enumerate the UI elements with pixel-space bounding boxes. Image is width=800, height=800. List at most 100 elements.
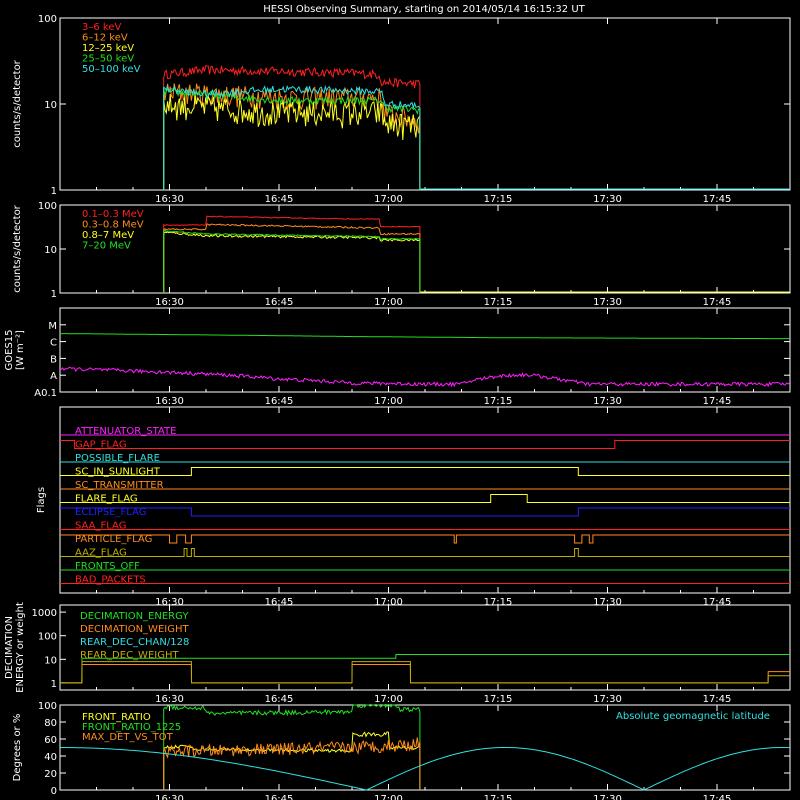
ratios-legend-entry: MAX_DET_VS_TOT [82, 732, 174, 743]
decimation-ytick-label: 100 [38, 632, 57, 643]
high_energy-ytick-label: 100 [38, 201, 57, 212]
high_energy-series-line [163, 215, 421, 293]
ratios-legend-entry: FRONT_RATIO_1225 [82, 722, 181, 733]
low_energy-series-line [163, 88, 421, 190]
ratios-series-line [163, 703, 421, 790]
low_energy-xtick-label: 16:30 [155, 194, 184, 205]
flags-row-line [60, 440, 790, 449]
high_energy-xtick-label: 17:15 [484, 297, 513, 308]
low_energy-xtick-label: 17:00 [374, 194, 403, 205]
high_energy-xtick-label: 17:00 [374, 297, 403, 308]
high_energy-series-line [163, 229, 421, 293]
low_energy-xtick-label: 16:45 [265, 194, 294, 205]
decimation-xtick-label: 17:30 [593, 694, 622, 705]
decimation-panel: 16:30 16:45 17:00 17:15 17:30 17:45 1 10 100 1000… [4, 602, 791, 705]
ratios-xtick-label: 17:00 [374, 794, 403, 800]
ratios-annotation: Absolute geomagnetic latitude [616, 711, 770, 722]
decimation-ytick-label: 1 [51, 679, 57, 690]
flags-row-label: AAZ_FLAG [75, 548, 127, 559]
decimation-ylabel: DECIMATION [4, 616, 15, 679]
flags-row-label: PARTICLE_FLAG [75, 534, 152, 545]
low_energy-series-line [163, 83, 421, 190]
decimation-xtick-label: 17:15 [484, 694, 513, 705]
flags-row-label: SAA_FLAG [75, 521, 126, 532]
high_energy-series-line [163, 223, 421, 293]
decimation-legend-entry: DECIMATION_ENERGY [80, 611, 189, 622]
flags-row-line [60, 507, 790, 517]
low_energy-series-line [163, 65, 421, 190]
flags-xtick-label: 16:45 [265, 597, 294, 608]
low_energy-xtick-label: 17:15 [484, 194, 513, 205]
goes-ytick-label: C [50, 338, 57, 349]
goes-xtick-label: 17:00 [374, 396, 403, 407]
low_energy-legend-entry: 50–100 keV [82, 64, 141, 75]
decimation-ytick-label: 10 [44, 655, 57, 666]
ratios-ytick-label: 20 [44, 769, 57, 780]
low_energy-panel: 16:30 16:45 17:00 17:15 17:30 17:45 1 10 100 coun… [12, 14, 791, 205]
ratios-ylabel: Degrees or % [12, 714, 23, 782]
low_energy-ytick-label: 1 [51, 186, 57, 197]
flags-row-line [60, 534, 790, 544]
ratios-ytick-label: 80 [44, 718, 57, 729]
flags-panel: 16:30 16:45 17:00 17:15 17:30 17:45 Flags ATTEN… [36, 406, 791, 608]
low_energy-legend-entry: 12–25 keV [82, 43, 134, 54]
high_energy-legend-entry: 0.8–7 MeV [82, 230, 134, 241]
decimation-series-line [60, 664, 790, 684]
high_energy-legend-entry: 0.3–0.8 MeV [82, 220, 144, 231]
panels: 16:30 16:45 17:00 17:15 17:30 17:45 1 10 100 coun… [4, 14, 791, 800]
chart-title: HESSI Observing Summary, starting on 201… [263, 4, 585, 15]
goes-frame [59, 307, 791, 393]
high_energy-frame [59, 204, 791, 294]
ratios-xtick-label: 16:30 [155, 794, 184, 800]
flags-row-label: BAD_PACKETS [75, 575, 146, 586]
high_energy-xtick-label: 17:45 [703, 297, 732, 308]
flags-row-label: ECLIPSE_FLAG [75, 507, 146, 518]
high_energy-series-line [163, 231, 421, 293]
low_energy-ytick-label: 10 [44, 100, 57, 111]
goes-xtick-label: 17:45 [703, 396, 732, 407]
decimation-xtick-label: 17:00 [374, 694, 403, 705]
decimation-xtick-label: 17:45 [703, 694, 732, 705]
low_energy-xtick-label: 17:30 [593, 194, 622, 205]
ratios-ytick-label: 100 [38, 701, 57, 712]
flags-row-label: SC_TRANSMITTER [75, 480, 164, 491]
flags-row-line [60, 494, 790, 503]
ratios-panel: 16:30 16:45 17:00 17:15 17:30 17:45 0 20 40 60 80 1… [12, 701, 791, 800]
flags-row-line [60, 467, 790, 476]
ratios-xtick-label: 17:45 [703, 794, 732, 800]
low_energy-series-line [163, 93, 421, 190]
low_energy-ytick-label: 100 [38, 14, 57, 25]
decimation-ytick-label: 1000 [32, 608, 57, 619]
high_energy-ylabel: counts/s/detector [12, 204, 23, 292]
goes-xtick-label: 16:30 [155, 396, 184, 407]
high_energy-ytick-label: 1 [51, 289, 57, 300]
high_energy-xtick-label: 16:30 [155, 297, 184, 308]
decimation-series-line [60, 661, 790, 684]
flags-xtick-label: 17:15 [484, 597, 513, 608]
goes-xtick-label: 17:15 [484, 396, 513, 407]
high_energy-ytick-label: 10 [44, 245, 57, 256]
flags-row-line [60, 548, 790, 557]
high_energy-legend-entry: 7–20 MeV [82, 241, 131, 252]
low_energy-xtick-label: 17:45 [703, 194, 732, 205]
ratios-geomag-line [60, 747, 791, 791]
goes-ytick-label: A [50, 371, 57, 382]
decimation-legend-entry: REAR_DEC_WEIGHT [80, 650, 179, 661]
high_energy-legend-entry: 0.1–0.3 MeV [82, 209, 144, 220]
ratios-series-line [163, 737, 421, 790]
goes-ytick-label: A0.1 [34, 388, 57, 399]
flags-ylabel: Flags [36, 487, 47, 513]
low_energy-ylabel: counts/s/detector [12, 59, 23, 147]
decimation-ylabel2: ENERGY or weight [15, 602, 26, 693]
ratios-legend-entry: FRONT_RATIO [82, 712, 151, 723]
goes-ylabel: GOES15 [4, 329, 15, 370]
low_energy-series-line [163, 84, 421, 190]
ratios-xtick-label: 17:15 [484, 794, 513, 800]
ratios-xtick-label: 17:30 [593, 794, 622, 800]
low_energy-legend-entry: 6–12 keV [82, 33, 128, 44]
flags-row-label: GAP_FLAG [75, 440, 127, 451]
goes-xtick-label: 17:30 [593, 396, 622, 407]
decimation-legend-entry: REAR_DEC_CHAN/128 [80, 637, 189, 648]
goes-ytick-label: M [48, 321, 57, 332]
low_energy-legend-entry: 3–6 keV [82, 22, 121, 33]
